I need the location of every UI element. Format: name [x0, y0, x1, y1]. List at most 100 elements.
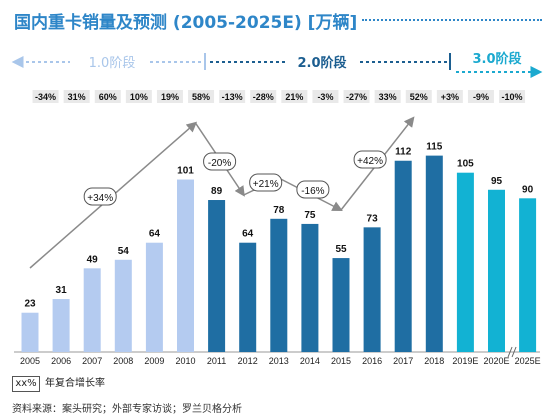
bar-2012 — [239, 242, 257, 352]
bar-2006 — [52, 299, 70, 352]
value-label-2006: 31 — [56, 285, 68, 296]
x-tick-label-2006: 2006 — [51, 356, 71, 366]
value-label-2016: 73 — [367, 213, 379, 224]
value-label-2012: 64 — [242, 229, 254, 240]
yoy-box-11 — [343, 90, 370, 103]
legend-cagr-text: 年复合增长率 — [45, 378, 105, 389]
value-label-2015: 55 — [335, 244, 347, 255]
bar-2008 — [114, 259, 132, 352]
trend-bubble-label-2: -20% — [208, 158, 231, 169]
yoy-label-12: 33% — [379, 92, 397, 102]
yoy-box-14 — [436, 90, 463, 103]
value-label-2011: 89 — [211, 186, 223, 197]
yoy-label-1: -34% — [35, 92, 56, 102]
x-tick-label-2014: 2014 — [300, 356, 320, 366]
yoy-box-1 — [32, 90, 59, 103]
value-label-2019E: 105 — [457, 159, 474, 170]
yoy-label-10: -3% — [317, 92, 333, 102]
trend-bubble-2 — [203, 152, 237, 171]
yoy-label-15: -9% — [473, 92, 489, 102]
yoy-label-4: 10% — [130, 92, 148, 102]
x-tick-label-2013: 2013 — [269, 356, 289, 366]
phase3-label: 3.0阶段 — [472, 51, 521, 67]
trend-bubble-label-4: -16% — [301, 186, 324, 197]
yoy-label-5: 19% — [161, 92, 179, 102]
yoy-box-13 — [405, 90, 432, 103]
yoy-label-6: 58% — [192, 92, 210, 102]
yoy-box-9 — [281, 90, 308, 103]
value-label-2013: 78 — [273, 205, 285, 216]
trend-bubble-3 — [249, 173, 283, 192]
yoy-box-8 — [250, 90, 277, 103]
yoy-box-4 — [125, 90, 152, 103]
yoy-label-2: 31% — [68, 92, 86, 102]
yoy-box-10 — [312, 90, 339, 103]
bar-2016 — [363, 227, 381, 352]
x-tick-label-2020E: 2020E — [483, 356, 509, 366]
trend-bubble-4 — [296, 180, 330, 199]
value-label-2005: 23 — [24, 299, 36, 310]
chart-title: 国内重卡销量及预测 (2005-2025E) [万辆] — [14, 13, 358, 33]
yoy-box-15 — [467, 90, 494, 103]
value-label-2008: 54 — [118, 246, 130, 257]
x-tick-label-2010: 2010 — [175, 356, 195, 366]
value-label-2010: 101 — [177, 166, 194, 177]
yoy-box-16 — [499, 90, 526, 103]
source-note: 资料来源：案头研究；外部专家访谈；罗兰贝格分析 — [12, 404, 242, 415]
bar-2020E — [488, 189, 505, 352]
trend-bubble-label-5: +42% — [357, 156, 383, 167]
bar-2014 — [301, 223, 319, 352]
x-tick-label-2016: 2016 — [362, 356, 382, 366]
yoy-label-7: -13% — [222, 92, 243, 102]
x-tick-label-2017: 2017 — [393, 356, 413, 366]
x-tick-label-2011: 2011 — [207, 356, 226, 366]
yoy-label-9: 21% — [285, 92, 303, 102]
x-tick-label-2008: 2008 — [113, 356, 133, 366]
yoy-box-6 — [188, 90, 215, 103]
title-dotted-rule — [362, 19, 542, 21]
x-tick-label-2015: 2015 — [331, 356, 351, 366]
x-tick-label-2009: 2009 — [144, 356, 164, 366]
legend-cagr-box: xx% — [12, 376, 40, 392]
x-tick-label-2005: 2005 — [20, 356, 40, 366]
value-label-2018: 115 — [426, 142, 443, 153]
phase2-label: 2.0阶段 — [297, 55, 346, 71]
yoy-box-12 — [374, 90, 401, 103]
x-tick-label-2012: 2012 — [238, 356, 258, 366]
yoy-box-2 — [63, 90, 90, 103]
yoy-label-14: +3% — [441, 92, 459, 102]
value-label-2007: 49 — [87, 254, 99, 265]
value-label-2009: 64 — [149, 229, 161, 240]
bar-2013 — [270, 218, 288, 352]
bar-2005 — [21, 312, 39, 352]
trend-bubble-1 — [83, 187, 117, 206]
x-tick-label-2025E: 2025E — [515, 356, 541, 366]
x-tick-label-2018: 2018 — [424, 356, 444, 366]
yoy-label-3: 60% — [99, 92, 117, 102]
value-label-2014: 75 — [304, 210, 316, 221]
trend-bubble-5 — [353, 150, 387, 169]
bar-2018 — [425, 155, 443, 352]
yoy-label-11: -27% — [346, 92, 367, 102]
yoy-label-8: -28% — [253, 92, 274, 102]
bar-2019E — [456, 172, 474, 352]
value-label-2025E: 90 — [522, 184, 534, 195]
bar-2007 — [83, 268, 101, 352]
trend-bubble-label-3: +21% — [253, 179, 279, 190]
bar-2010 — [177, 179, 194, 352]
bar-2015 — [332, 258, 350, 352]
axis-break-left — [507, 346, 513, 358]
x-tick-label-2019E: 2019E — [452, 356, 478, 366]
yoy-box-7 — [219, 90, 246, 103]
yoy-label-16: -10% — [502, 92, 523, 102]
phase1-label: 1.0阶段 — [89, 56, 136, 71]
trend-bubble-label-1: +34% — [87, 193, 113, 204]
bar-2009 — [145, 242, 163, 352]
yoy-label-13: 52% — [410, 92, 428, 102]
value-label-2020E: 95 — [491, 176, 503, 187]
x-tick-label-2007: 2007 — [82, 356, 102, 366]
bar-2011 — [208, 200, 226, 352]
axis-break-right — [511, 346, 517, 358]
bar-2025E — [519, 198, 537, 352]
